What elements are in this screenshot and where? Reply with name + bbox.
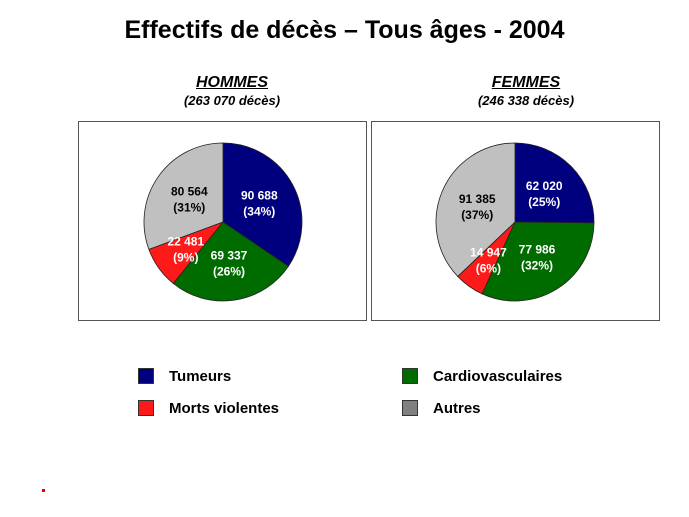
data-label-value-tumeurs: 90 688	[241, 189, 278, 203]
legend-item-tumeurs: Tumeurs	[138, 367, 231, 385]
legend-swatch-tumeurs	[138, 368, 154, 384]
data-label-pct-cardiovasculaires: (26%)	[213, 265, 245, 279]
chart-title-femmes: FEMMES	[491, 74, 561, 91]
legend-swatch-cardiovasculaires	[402, 368, 418, 384]
pie-slice-autres	[435, 142, 516, 277]
data-label-pct-morts-violentes: (9%)	[173, 251, 198, 265]
legend-item-autres: Autres	[402, 399, 481, 417]
chart-subtitle-hommes: (263 070 décès)	[183, 93, 281, 108]
legend-swatch-morts-violentes	[138, 400, 154, 416]
data-label-value-autres: 91 385	[459, 192, 496, 206]
pie-slice-tumeurs	[222, 142, 303, 267]
pie-chart-femmes: 62 020 (25%) 77 986 (32%) 14 947 (6%) 91 385 (3…	[435, 142, 595, 302]
data-label-pct-cardiovasculaires: (32%)	[521, 259, 553, 273]
chart-header-femmes: FEMMES (246 338 décès)	[381, 74, 671, 108]
legend-label-cardiovasculaires: Cardiovasculaires	[433, 367, 563, 385]
pie-slice-autres	[143, 142, 224, 250]
data-label-pct-autres: (31%)	[173, 201, 205, 215]
decorative-dot	[42, 489, 45, 492]
page-title: Effectifs de décès – Tous âges - 2004	[124, 16, 565, 44]
data-label-value-morts-violentes: 22 481	[167, 235, 204, 249]
chart-subtitle-femmes: (246 338 décès)	[477, 93, 575, 108]
pie-chart-hommes: 90 688 (34%) 69 337 (26%) 22 481 (9%) 80 564 (3…	[143, 142, 303, 302]
data-label-value-cardiovasculaires: 77 986	[519, 243, 556, 257]
data-label-value-morts-violentes: 14 947	[470, 245, 507, 259]
pie-slice-cardiovasculaires	[172, 221, 289, 302]
pie-panel-hommes: 90 688 (34%) 69 337 (26%) 22 481 (9%) 80 564 (3…	[78, 121, 367, 321]
data-label-pct-tumeurs: (34%)	[243, 205, 275, 219]
data-label-pct-tumeurs: (25%)	[528, 195, 560, 209]
legend-item-cardiovasculaires: Cardiovasculaires	[402, 367, 562, 385]
pie-slice-tumeurs	[514, 142, 595, 224]
legend-item-morts-violentes: Morts violentes	[138, 399, 279, 417]
chart-header-hommes: HOMMES (263 070 décès)	[87, 74, 377, 108]
data-label-value-autres: 80 564	[171, 185, 208, 199]
data-label-pct-morts-violentes: (6%)	[476, 261, 501, 275]
legend-label-tumeurs: Tumeurs	[169, 367, 232, 385]
data-label-value-cardiovasculaires: 69 337	[211, 249, 248, 263]
data-label-pct-autres: (37%)	[461, 208, 493, 222]
chart-title-hommes: HOMMES	[196, 74, 268, 91]
pie-panel-femmes: 62 020 (25%) 77 986 (32%) 14 947 (6%) 91 385 (3…	[371, 121, 660, 321]
pie-slice-cardiovasculaires	[481, 221, 595, 302]
legend-swatch-autres	[402, 400, 418, 416]
legend-label-morts-violentes: Morts violentes	[169, 399, 280, 417]
data-label-value-tumeurs: 62 020	[526, 179, 563, 193]
legend-label-autres: Autres	[433, 399, 481, 417]
